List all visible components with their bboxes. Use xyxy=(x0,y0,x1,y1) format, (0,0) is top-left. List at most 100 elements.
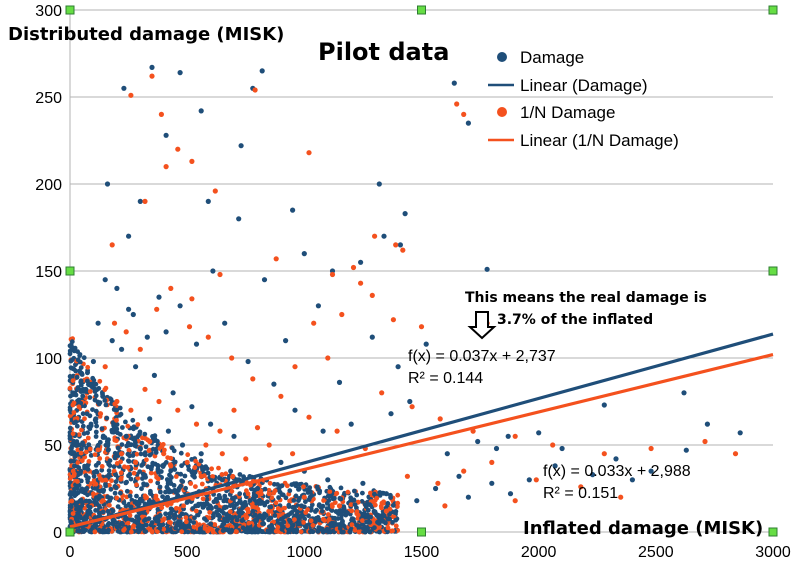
cluster-point xyxy=(192,469,198,475)
cluster-point xyxy=(158,489,163,495)
cluster-point xyxy=(325,512,331,517)
cluster-point xyxy=(185,529,191,535)
point-damage xyxy=(104,181,111,187)
cluster-point xyxy=(78,468,84,474)
cluster-point xyxy=(167,515,173,520)
cluster-point xyxy=(93,393,99,399)
cluster-point xyxy=(81,431,87,436)
cluster-point xyxy=(372,491,377,497)
cluster-point xyxy=(216,493,222,498)
cluster-point xyxy=(196,501,202,507)
cluster-point xyxy=(143,517,149,522)
cluster-point xyxy=(349,522,355,528)
point-1n-damage xyxy=(512,433,518,439)
cluster-point xyxy=(173,474,179,479)
cluster-point xyxy=(111,407,117,412)
cluster-point xyxy=(72,463,77,469)
selection-handle xyxy=(417,527,426,537)
cluster-point xyxy=(306,513,311,519)
cluster-point xyxy=(140,461,146,467)
legend-label-linear-damage: Linear (Damage) xyxy=(520,76,648,95)
cluster-point xyxy=(148,470,154,476)
cluster-point xyxy=(100,509,106,515)
cluster-point xyxy=(301,484,306,490)
cluster-point xyxy=(329,508,335,513)
point-1n-damage xyxy=(252,87,258,93)
point-damage xyxy=(278,459,284,465)
cluster-point xyxy=(153,493,159,499)
cluster-point xyxy=(338,496,344,502)
point-1n-damage xyxy=(442,503,448,509)
cluster-point xyxy=(107,463,113,468)
point-damage xyxy=(93,416,99,422)
point-1n-damage xyxy=(186,324,193,330)
point-damage xyxy=(165,428,171,434)
cluster-point xyxy=(95,447,101,453)
cluster-point xyxy=(172,467,178,472)
cluster-point xyxy=(204,466,210,471)
cluster-point xyxy=(138,526,143,532)
point-1n-damage xyxy=(163,164,169,170)
cluster-point xyxy=(92,529,98,535)
cluster-point xyxy=(222,493,228,499)
cluster-point xyxy=(328,529,333,534)
cluster-point xyxy=(97,476,103,481)
cluster-point xyxy=(363,504,369,510)
cluster-point xyxy=(127,493,133,499)
cluster-point xyxy=(76,404,82,410)
cluster-point xyxy=(193,508,199,514)
cluster-point xyxy=(85,435,91,441)
cluster-point xyxy=(207,515,212,521)
cluster-point xyxy=(76,482,82,488)
cluster-point xyxy=(80,527,86,533)
cluster-point xyxy=(77,359,83,365)
cluster-point xyxy=(255,506,261,512)
cluster-point xyxy=(324,506,330,511)
point-damage xyxy=(271,381,277,387)
cluster-point xyxy=(272,513,278,518)
point-damage xyxy=(360,480,366,486)
cluster-point xyxy=(287,488,293,494)
cluster-point xyxy=(149,529,155,535)
cluster-point xyxy=(72,454,78,459)
cluster-point xyxy=(307,485,313,490)
cluster-point xyxy=(207,510,213,515)
x-tick-label: 1000 xyxy=(287,544,323,561)
point-1n-damage xyxy=(142,386,148,392)
cluster-point xyxy=(181,503,187,509)
cluster-point xyxy=(108,495,114,501)
cluster-point xyxy=(237,499,242,505)
point-damage xyxy=(336,379,343,385)
cluster-point xyxy=(377,529,382,535)
cluster-point xyxy=(308,518,314,524)
point-damage xyxy=(193,341,200,347)
cluster-point xyxy=(118,476,124,482)
cluster-point xyxy=(99,467,105,473)
cluster-point xyxy=(275,482,280,487)
annotation-line-2: 3.7% of the inflated xyxy=(497,312,653,328)
point-damage xyxy=(590,472,596,478)
cluster-point xyxy=(345,489,351,495)
cluster-point xyxy=(234,529,239,535)
cluster-point xyxy=(79,486,85,492)
cluster-point xyxy=(142,452,148,458)
cluster-point xyxy=(155,529,160,534)
cluster-point xyxy=(209,466,215,472)
cluster-point xyxy=(128,504,134,510)
point-damage xyxy=(205,198,211,204)
cluster-point xyxy=(168,467,174,473)
selection-handle xyxy=(768,266,778,276)
cluster-point xyxy=(228,468,234,474)
legend-label-damage: Damage xyxy=(520,48,584,67)
point-1n-damage xyxy=(437,416,443,422)
cluster-point xyxy=(84,411,90,417)
cluster-point xyxy=(80,423,86,429)
cluster-point xyxy=(106,468,112,474)
annotation: This means the real damage is 3.7% of th… xyxy=(465,290,707,340)
cluster-point xyxy=(173,525,178,531)
cluster-point xyxy=(115,528,121,534)
cluster-point xyxy=(152,436,158,442)
cluster-point xyxy=(197,526,203,532)
point-damage xyxy=(456,473,462,479)
cluster-point xyxy=(68,365,74,371)
